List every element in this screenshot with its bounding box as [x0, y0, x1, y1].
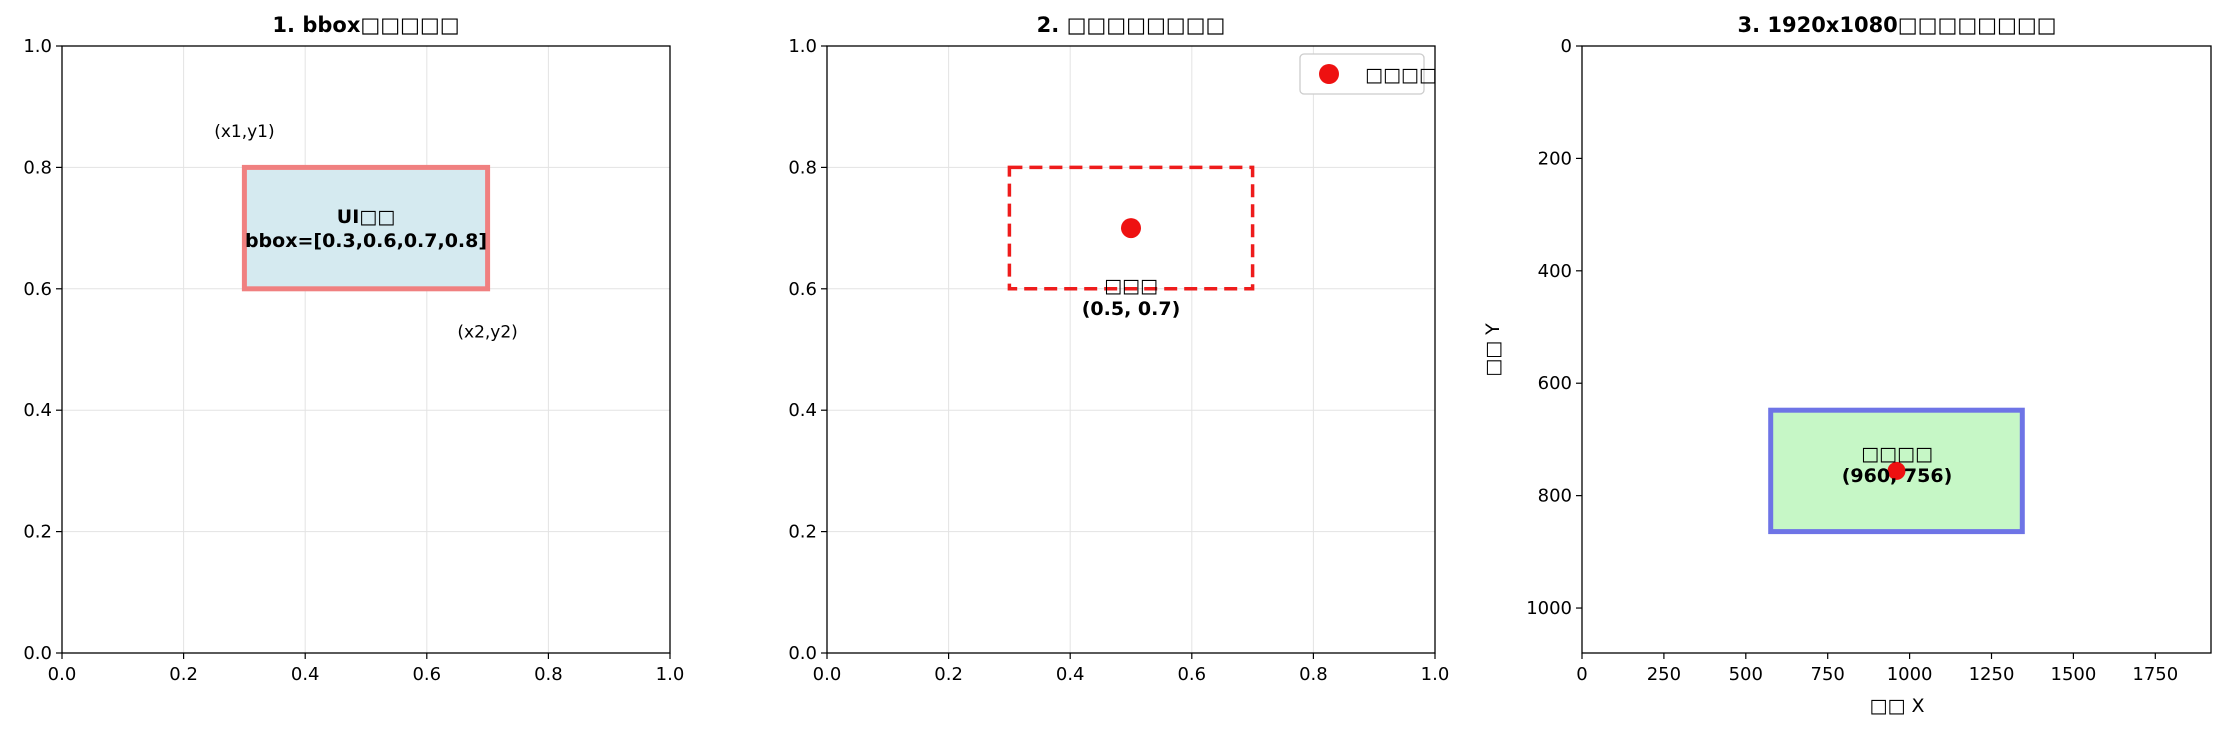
- y-tick-label-2: 400: [1538, 261, 1572, 282]
- x-tick-label-7: 1750: [2132, 664, 2178, 685]
- x-tick-label-0: 0.0: [813, 664, 842, 685]
- y-tick-label-5: 1.0: [788, 36, 817, 57]
- y-tick-label-2: 0.4: [788, 400, 817, 421]
- panel-3-x-axis-label: □□ X: [1870, 695, 1925, 717]
- panel-1-frame: [61, 45, 671, 654]
- x-tick-label-6: 1500: [2051, 664, 2097, 685]
- panel-1-rect-label-1: UI□□: [337, 206, 395, 228]
- y-tick-label-2: 0.4: [23, 400, 52, 421]
- panel-3-center-point: [1887, 461, 1906, 480]
- y-tick-label-1: 0.2: [788, 522, 817, 543]
- panel-1-title: 1. bbox□□□□□: [272, 13, 459, 37]
- x-tick-label-5: 1.0: [656, 664, 685, 685]
- panel-3-frame: [1581, 45, 2212, 654]
- legend-label: □□□□: [1365, 64, 1437, 86]
- x-tick-label-1: 0.2: [169, 664, 198, 685]
- panel-3-point-label-1: □□□□: [1861, 443, 1933, 465]
- x-tick-label-1: 0.2: [934, 664, 963, 685]
- y-tick-label-5: 1000: [1526, 598, 1572, 619]
- panel-3: 3. 1920x1080□□□□□□□□ □□□□ (960, 756) 0 25…: [1482, 13, 2212, 717]
- panel-2-title: 2. □□□□□□□□: [1037, 13, 1226, 37]
- panel-2-point-label-2: (0.5, 0.7): [1082, 298, 1181, 320]
- panel-1-x-ticks: 0.0 0.2 0.4 0.6 0.8 1.0: [48, 653, 685, 685]
- y-tick-label-3: 0.6: [788, 279, 817, 300]
- panel-3-point-label-2: (960, 756): [1842, 465, 1953, 487]
- panel-2-frame: [826, 45, 1436, 654]
- panel-1-grid: [61, 45, 671, 654]
- panel-1-rect-label-2: bbox=[0.3,0.6,0.7,0.8]: [245, 230, 487, 252]
- y-tick-label-1: 0.2: [23, 522, 52, 543]
- panel-1-bbox-rect: [241, 164, 491, 292]
- panel-2-center-point: [1121, 218, 1141, 239]
- panel-2: 2. □□□□□□□□ □□□ (0.5, 0.7) □□□□ 0.0 0.2 0.…: [788, 13, 1449, 685]
- panel-1-y-ticks: 0.0 0.2 0.4 0.6 0.8 1.0: [23, 36, 62, 664]
- y-tick-label-4: 0.8: [788, 157, 817, 178]
- x-tick-label-4: 0.8: [1299, 664, 1328, 685]
- x-tick-label-2: 500: [1729, 664, 1763, 685]
- x-tick-label-3: 750: [1811, 664, 1845, 685]
- legend-marker: [1319, 64, 1339, 84]
- x-tick-label-1: 250: [1647, 664, 1681, 685]
- panel-3-x-ticks: 0 250 500 750 1000 1250 1500 1750: [1576, 653, 2178, 685]
- panel-1: 1. bbox□□□□□ UI□□ bbox=[0.3,0.6,0.7,0.8]…: [23, 13, 684, 685]
- panel-2-legend: □□□□: [1299, 53, 1437, 95]
- x-tick-label-0: 0: [1576, 664, 1587, 685]
- x-tick-label-2: 0.4: [1056, 664, 1085, 685]
- panel-3-title: 3. 1920x1080□□□□□□□□: [1737, 13, 2056, 37]
- panel-2-point-label-1: □□□: [1104, 275, 1158, 297]
- legend-box: [1299, 53, 1425, 95]
- panel-3-y-ticks: 0 200 400 600 800 1000: [1526, 36, 1582, 619]
- y-tick-label-3: 0.6: [23, 279, 52, 300]
- y-tick-label-4: 0.8: [23, 157, 52, 178]
- panel-2-x-ticks: 0.0 0.2 0.4 0.6 0.8 1.0: [813, 653, 1450, 685]
- x-tick-label-5: 1250: [1969, 664, 2015, 685]
- x-tick-label-5: 1.0: [1421, 664, 1450, 685]
- panel-2-y-ticks: 0.0 0.2 0.4 0.6 0.8 1.0: [788, 36, 827, 664]
- x-tick-label-3: 0.6: [1177, 664, 1206, 685]
- y-tick-label-3: 600: [1538, 373, 1572, 394]
- x-tick-label-4: 0.8: [534, 664, 563, 685]
- x-tick-label-0: 0.0: [48, 664, 77, 685]
- x-tick-label-3: 0.6: [412, 664, 441, 685]
- y-tick-label-5: 1.0: [23, 36, 52, 57]
- panel-2-grid: [826, 45, 1436, 654]
- panel-3-y-axis-label: □□ Y: [1482, 323, 1504, 377]
- x-tick-label-2: 0.4: [291, 664, 320, 685]
- y-tick-label-0: 0.0: [23, 643, 52, 664]
- y-tick-label-0: 0: [1561, 36, 1572, 57]
- panel-2-bbox-rect: [1007, 165, 1255, 291]
- panel-1-annotation-x2y2: (x2,y2): [457, 322, 517, 342]
- y-tick-label-1: 200: [1538, 148, 1572, 169]
- panel-1-annotation-x1y1: (x1,y1): [214, 122, 274, 142]
- y-tick-label-0: 0.0: [788, 643, 817, 664]
- x-tick-label-4: 1000: [1887, 664, 1933, 685]
- y-tick-label-4: 800: [1538, 486, 1572, 507]
